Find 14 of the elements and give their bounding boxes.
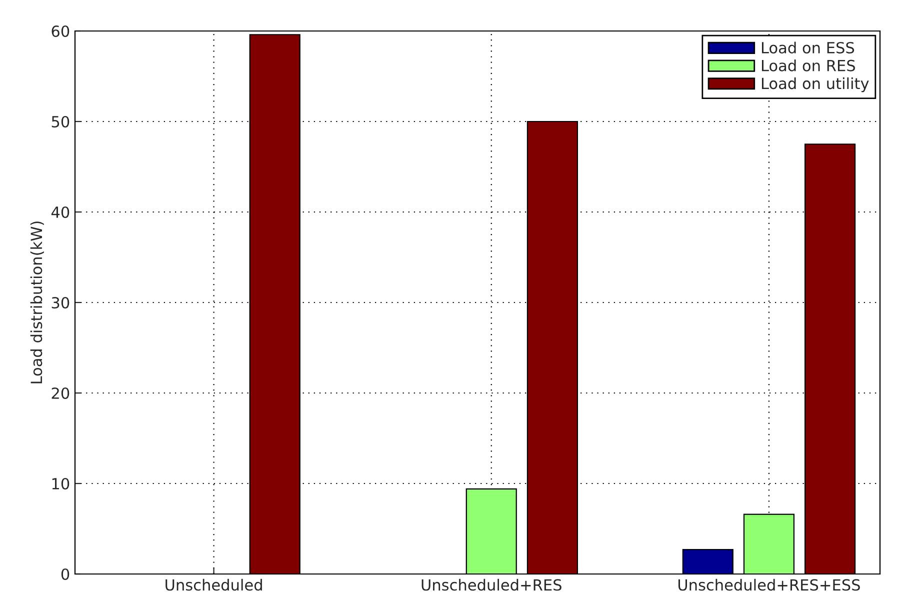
y-tick-label: 0 <box>61 568 70 580</box>
y-tick-label: 30 <box>52 296 70 309</box>
x-tick-label: Unscheduled+RES+ESS <box>678 578 860 591</box>
legend-label: Load on utility <box>762 77 869 92</box>
y-tick-label: 20 <box>52 387 70 400</box>
legend-label: Load on RES <box>762 60 855 72</box>
x-tick-label: Unscheduled <box>166 578 262 591</box>
y-tick-label: 50 <box>52 116 70 128</box>
y-tick-label: 60 <box>52 25 70 38</box>
y-tick-label: 10 <box>52 478 70 490</box>
legend-label: Load on ESS <box>762 42 854 54</box>
x-tick-label: Unscheduled+RES <box>422 578 562 591</box>
y-tick-label: 40 <box>51 206 70 218</box>
y-axis-title: Load distribution(kW) <box>30 222 44 384</box>
